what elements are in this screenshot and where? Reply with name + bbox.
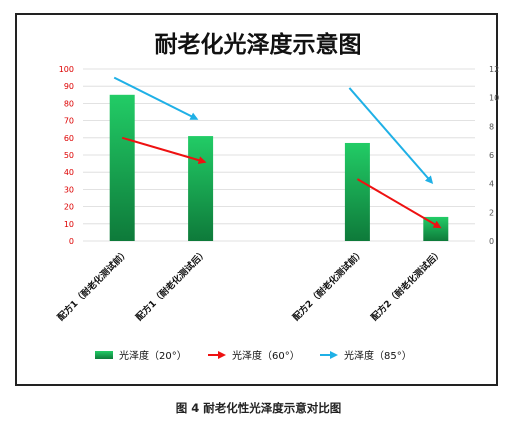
y-left-tick-label: 50 [64,151,74,160]
y-left-tick-label: 60 [64,134,74,143]
y-left-tick-label: 80 [64,99,74,108]
bar [188,136,214,241]
y-right-tick-label: 8 [489,122,494,131]
x-tick-label: 配方1（耐老化测试前） [55,247,132,324]
y-right-tick-label: 0 [489,237,494,246]
y-left-tick-label: 70 [64,117,74,126]
legend-label: 光泽度（85°） [344,349,412,362]
x-tick-labels: 配方1（耐老化测试前） 配方1（耐老化测试后） 配方2（耐老化测试前） 配方2（耐老化… [55,247,445,324]
y-right-tick-labels: 0 2 4 6 8 10 12 [489,65,499,246]
series-arrow [121,136,207,165]
y-left-tick-label: 0 [69,237,74,246]
series-arrow [113,76,199,120]
legend: 光泽度（20°） 光泽度（60°） 光泽度（85°） [95,349,412,362]
bars [109,94,449,241]
series-arrow [348,87,434,185]
arrows [113,76,442,229]
legend-label: 光泽度（20°） [119,349,187,362]
y-right-tick-label: 6 [489,151,494,160]
y-left-tick-label: 40 [64,168,74,177]
bar [344,142,370,241]
x-tick-label: 配方1（耐老化测试后） [133,247,210,324]
chart-title: 耐老化光泽度示意图 [155,31,362,58]
legend-label: 光泽度（60°） [232,349,300,362]
x-tick-label: 配方2（耐老化测试后） [368,247,445,324]
x-tick-label: 配方2（耐老化测试前） [290,247,367,324]
legend-swatch [95,351,113,359]
y-left-tick-label: 10 [64,220,74,229]
y-left-tick-label: 20 [64,203,74,212]
bar [109,94,135,241]
y-right-tick-label: 12 [489,65,499,74]
y-left-tick-label: 30 [64,185,74,194]
figure-caption: 图 4 耐老化性光泽度示意对比图 [175,401,342,415]
chart-frame [15,13,498,386]
grid-lines [83,68,475,242]
y-right-tick-label: 2 [489,208,494,217]
y-left-tick-label: 90 [64,82,74,91]
y-left-tick-labels: 0 10 20 30 40 50 60 70 80 90 100 [59,65,74,246]
y-left-tick-label: 100 [59,65,74,74]
series-arrow [356,178,442,229]
y-right-tick-label: 4 [489,180,494,189]
y-right-tick-label: 10 [489,94,499,103]
